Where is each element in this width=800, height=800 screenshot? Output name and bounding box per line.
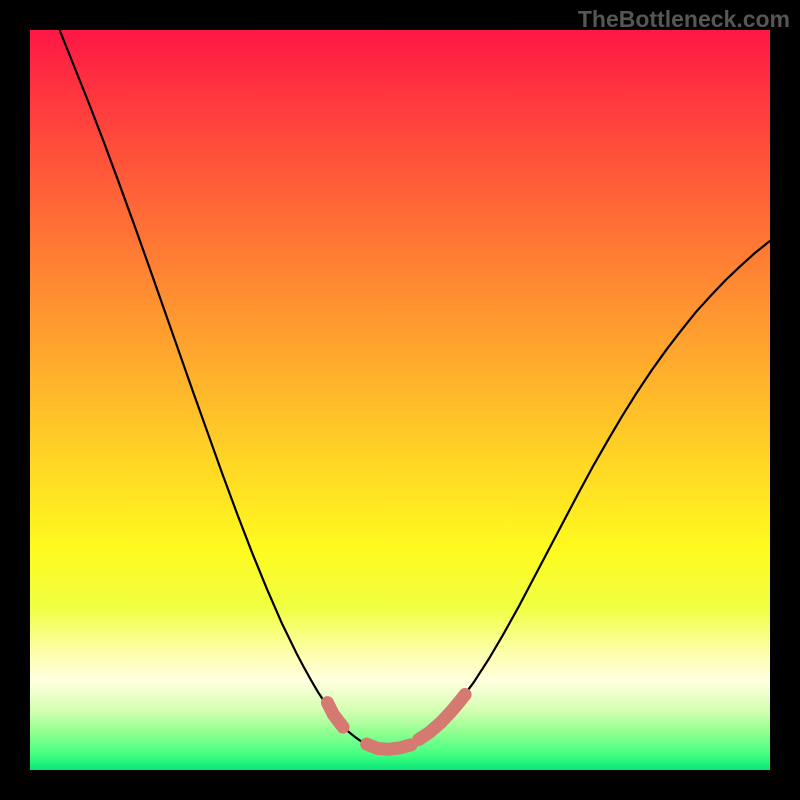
plot-area [30, 30, 770, 770]
plot-background [30, 30, 770, 770]
figure-container: TheBottleneck.com [0, 0, 800, 800]
optimal-range-highlight-1 [367, 744, 411, 749]
chart-svg [30, 30, 770, 770]
watermark-text: TheBottleneck.com [578, 6, 790, 33]
